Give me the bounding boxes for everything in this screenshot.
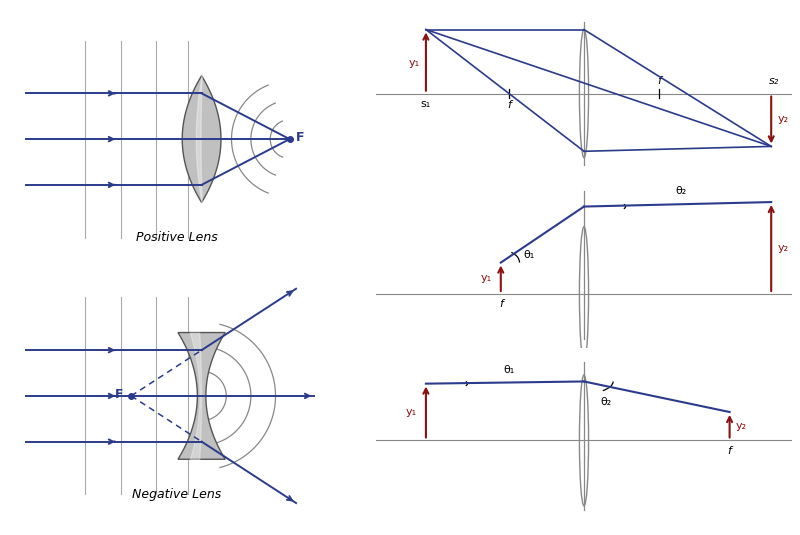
Text: s₂: s₂: [770, 76, 779, 86]
Text: y₂: y₂: [778, 114, 789, 124]
Text: f: f: [728, 446, 731, 456]
Text: Positive Lens: Positive Lens: [136, 231, 218, 244]
Text: θ₁: θ₁: [524, 250, 535, 260]
Text: f: f: [507, 100, 511, 110]
Text: θ₂: θ₂: [601, 398, 612, 408]
Text: f: f: [657, 76, 661, 86]
Text: Negative Lens: Negative Lens: [132, 488, 222, 501]
Polygon shape: [178, 333, 226, 459]
Text: θ₂: θ₂: [675, 186, 686, 196]
Text: y₂: y₂: [736, 421, 747, 431]
Text: F: F: [296, 131, 305, 144]
Text: s₁: s₁: [421, 99, 431, 109]
Text: f: f: [499, 299, 502, 309]
Text: y₁: y₁: [481, 273, 492, 283]
Text: F: F: [115, 388, 124, 401]
Text: y₂: y₂: [778, 243, 789, 253]
Polygon shape: [182, 76, 221, 202]
Text: y₁: y₁: [406, 407, 417, 417]
Text: θ₁: θ₁: [503, 365, 514, 374]
Text: y₁: y₁: [409, 58, 420, 68]
